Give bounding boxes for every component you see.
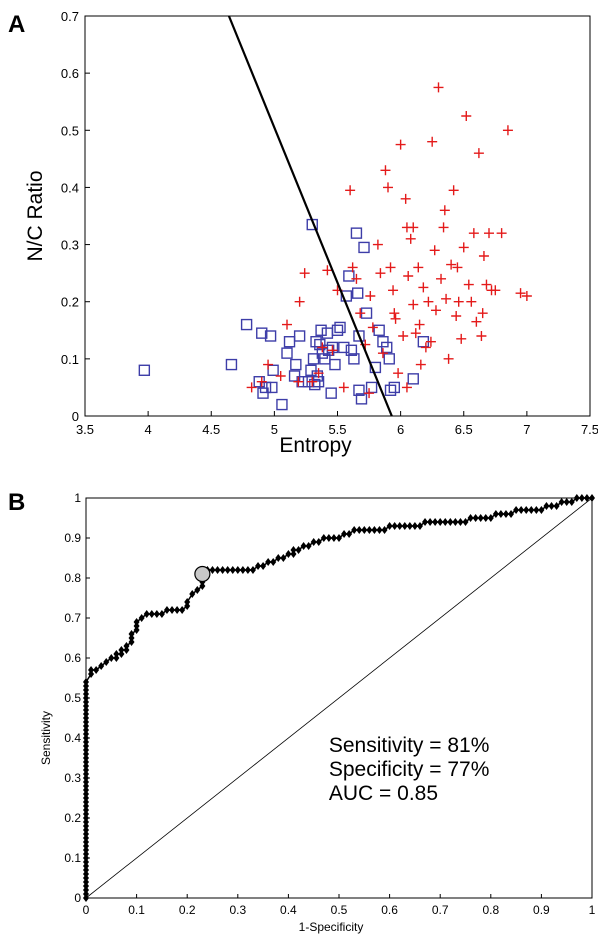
- y-tick-label-a: 0.2: [61, 295, 79, 310]
- x-tick-label-b: 0.1: [128, 903, 145, 917]
- y-axis-label-a: N/C Ratio: [24, 170, 47, 261]
- y-tick-label-a: 0: [72, 409, 79, 424]
- annotation-auc: AUC = 0.85: [329, 782, 438, 805]
- x-tick-label-a: 7.5: [581, 422, 598, 437]
- y-tick-label-b: 0: [74, 891, 81, 905]
- y-tick-label-a: 0.6: [61, 66, 79, 81]
- operating-point-marker: [195, 567, 210, 582]
- y-tick-label-a: 0.7: [61, 9, 79, 24]
- y-tick-label-b: 0.8: [64, 571, 81, 585]
- x-tick-label-a: 6.5: [455, 422, 473, 437]
- x-tick-label-a: 3.5: [76, 422, 94, 437]
- y-tick-label-b: 0.3: [64, 771, 81, 785]
- x-axis-label-a: Entropy: [279, 434, 352, 457]
- annotation-specificity: Specificity = 77%: [329, 758, 490, 781]
- annotation-sensitivity: Sensitivity = 81%: [329, 734, 490, 757]
- panel-a-label: A: [8, 11, 25, 38]
- x-tick-label-a: 4: [145, 422, 152, 437]
- x-tick-label-a: 6: [397, 422, 404, 437]
- roc-chart: 0 0.1 0.2 0.3 0.4 0.5 0.6 0.7 0.8 0.9 1 0 0.1 0.2 0.3 0…: [39, 491, 596, 934]
- y-tick-label-a: 0.4: [61, 180, 79, 195]
- y-tick-label-b: 0.7: [64, 611, 81, 625]
- x-tick-label-b: 0.4: [280, 903, 297, 917]
- x-tick-label-b: 1: [589, 903, 596, 917]
- plot-area-a: [85, 16, 590, 416]
- y-tick-label-a: 0.1: [61, 352, 79, 367]
- y-tick-label-a: 0.5: [61, 123, 79, 138]
- y-tick-label-b: 0.2: [64, 811, 81, 825]
- x-tick-label-b: 0.9: [533, 903, 550, 917]
- panel-b-label: B: [8, 489, 25, 516]
- x-tick-label-b: 0.2: [179, 903, 196, 917]
- x-tick-label-a: 7: [523, 422, 530, 437]
- y-tick-label-b: 1: [74, 491, 81, 505]
- y-tick-label-a: 0.3: [61, 238, 79, 253]
- x-tick-label-b: 0.6: [381, 903, 398, 917]
- x-tick-label-b: 0.8: [482, 903, 499, 917]
- x-tick-label-b: 0: [83, 903, 90, 917]
- x-tick-label-b: 0.5: [331, 903, 348, 917]
- x-tick-label-a: 4.5: [202, 422, 220, 437]
- x-tick-label-b: 0.3: [229, 903, 246, 917]
- y-tick-label-b: 0.1: [64, 851, 81, 865]
- x-tick-label-b: 0.7: [432, 903, 449, 917]
- y-tick-label-b: 0.9: [64, 531, 81, 545]
- y-tick-label-b: 0.4: [64, 731, 81, 745]
- scatter-chart: 3.5 4 4.5 5 5.5 6 6.5 7 7.5 0 0.1 0.2 0.3 0.4 0.5 0.6 0.…: [24, 9, 598, 457]
- x-axis-label-b: 1-Specificity: [299, 920, 364, 934]
- y-tick-label-b: 0.5: [64, 691, 81, 705]
- x-tick-label-a: 5: [271, 422, 278, 437]
- y-tick-label-b: 0.6: [64, 651, 81, 665]
- y-axis-label-b: Sensitivity: [39, 711, 53, 765]
